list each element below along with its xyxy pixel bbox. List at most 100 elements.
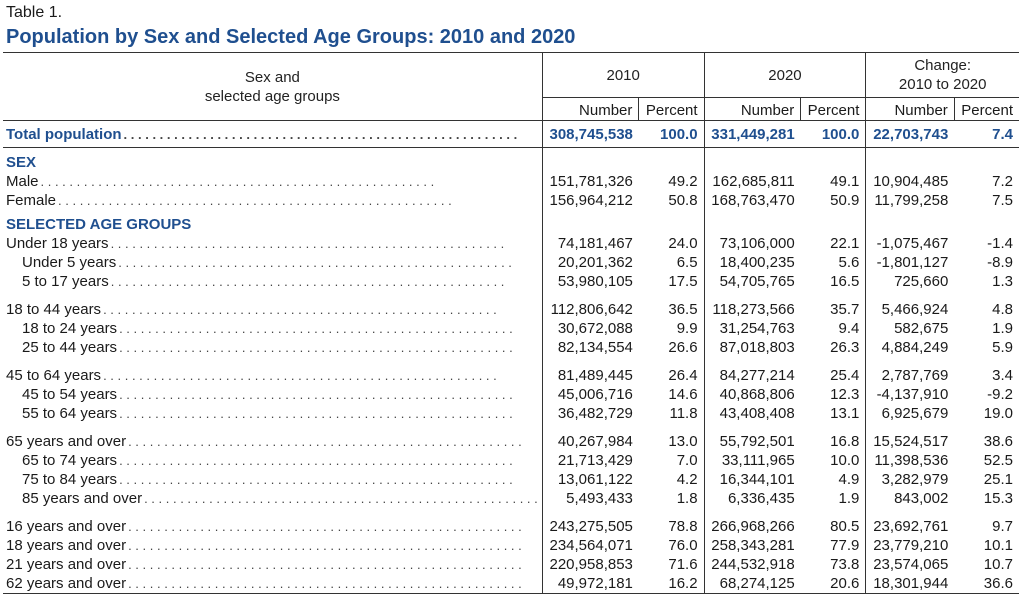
cell-number-change: 23,692,761 <box>865 517 955 536</box>
cell-number-2020: 6,336,435 <box>703 489 801 508</box>
row-label: 62 years and over <box>6 575 127 592</box>
cell-number-2020: 331,449,281 <box>703 120 801 148</box>
cell-percent-2010: 9.9 <box>676 320 698 337</box>
subheader-percent-2020: Percent <box>800 97 866 121</box>
cell-percent-2020: 20.6 <box>800 574 866 594</box>
subheader-number-2010: Number <box>541 97 639 121</box>
cell-percent-2020: 26.3 <box>830 339 860 356</box>
cell-percent-2020: 16.8 <box>830 433 860 450</box>
row-label: 25 to 44 years <box>22 339 118 356</box>
cell-number-2010: 74,181,467 <box>541 234 639 253</box>
cell-percent-2010: 11.8 <box>669 405 698 422</box>
leader-dots <box>119 385 538 404</box>
table-row: 65 years and over 40,267,984 13.0 55,792… <box>3 432 1019 451</box>
cell-number-change: 582,675 <box>865 319 955 338</box>
cell-number-change: -4,137,910 <box>865 385 955 404</box>
row-label: Under 18 years <box>6 235 109 252</box>
cell-percent-change: 7.2 <box>992 173 1013 190</box>
cell-number-2010: 45,006,716 <box>541 385 639 404</box>
row-label: 45 to 64 years <box>6 367 102 384</box>
cell-percent-change: 52.5 <box>983 452 1013 469</box>
cell-number-change: 23,779,210 <box>865 536 955 555</box>
section-heading-age: SELECTED AGE GROUPS <box>6 216 192 233</box>
cell-percent-2020: 100.0 <box>800 120 866 148</box>
cell-number-2010: 20,201,362 <box>541 253 639 272</box>
cell-number-change: 18,301,944 <box>865 574 955 594</box>
cell-percent-2020: 4.9 <box>838 471 860 488</box>
cell-number-2010: 81,489,445 <box>541 366 639 385</box>
cell-percent-2020: 35.7 <box>830 301 860 318</box>
cell-percent-2020: 10.0 <box>830 452 860 469</box>
cell-number-2020: 40,868,806 <box>703 385 801 404</box>
cell-percent-2020: 16.5 <box>830 273 860 290</box>
cell-percent-change: 7.4 <box>954 120 1019 148</box>
cell-number-change: 843,002 <box>865 489 955 508</box>
section-row-age: SELECTED AGE GROUPS <box>3 210 1019 234</box>
cell-number-change: -1,801,127 <box>865 253 955 272</box>
leader-dots <box>118 253 538 272</box>
table-row: 45 to 64 years 81,489,445 26.4 84,277,21… <box>3 366 1019 385</box>
leader-dots <box>111 234 538 253</box>
cell-percent-2010: 76.0 <box>668 537 698 554</box>
leader-dots <box>111 272 538 291</box>
leader-dots <box>128 536 538 555</box>
cell-number-2020: 266,968,266 <box>703 517 801 536</box>
col-header-2010: 2010 <box>541 52 705 98</box>
cell-number-2010: 13,061,122 <box>541 470 639 489</box>
table-row: 55 to 64 years 36,482,729 11.8 43,408,40… <box>3 404 1019 423</box>
leader-dots <box>119 451 538 470</box>
cell-number-2010: 156,964,212 <box>541 191 639 210</box>
cell-percent-2010: 36.5 <box>668 301 698 318</box>
row-label: 85 years and over <box>22 490 143 507</box>
row-label: 45 to 54 years <box>22 386 118 403</box>
cell-percent-change: 4.8 <box>992 301 1013 318</box>
leader-dots <box>119 404 538 423</box>
leader-dots <box>58 191 538 210</box>
col-header-change: Change: 2010 to 2020 <box>865 52 1019 98</box>
cell-number-2010: 53,980,105 <box>541 272 639 291</box>
cell-number-change: 725,660 <box>865 272 955 291</box>
row-label: Total population <box>6 125 122 143</box>
cell-number-2020: 31,254,763 <box>703 319 801 338</box>
row-label: 55 to 64 years <box>22 405 118 422</box>
cell-number-2010: 243,275,505 <box>541 517 639 536</box>
cell-number-2010: 234,564,071 <box>541 536 639 555</box>
table-row: 18 to 24 years 30,672,088 9.9 31,254,763… <box>3 319 1019 338</box>
cell-percent-change: -1.4 <box>987 235 1013 252</box>
table-row: 18 years and over 234,564,071 76.0 258,3… <box>3 536 1019 555</box>
cell-number-2020: 118,273,566 <box>703 300 801 319</box>
cell-number-2010: 82,134,554 <box>541 338 639 357</box>
cell-number-2010: 308,745,538 <box>541 120 639 148</box>
cell-percent-2010: 26.6 <box>668 339 698 356</box>
table-row: 85 years and over 5,493,433 1.8 6,336,43… <box>3 489 1019 508</box>
cell-percent-change: 15.3 <box>983 490 1013 507</box>
cell-number-2010: 36,482,729 <box>541 404 639 423</box>
cell-percent-change: 9.7 <box>992 518 1013 535</box>
cell-percent-change: 25.1 <box>983 471 1013 488</box>
leader-dots <box>128 574 538 593</box>
table-row: 45 to 54 years 45,006,716 14.6 40,868,80… <box>3 385 1019 404</box>
cell-percent-2010: 1.8 <box>676 490 698 507</box>
cell-number-2010: 21,713,429 <box>541 451 639 470</box>
cell-number-2010: 220,958,853 <box>541 555 639 574</box>
leader-dots <box>124 125 538 144</box>
table-row-total: Total population 308,745,538 100.0 331,4… <box>3 120 1019 148</box>
cell-percent-2020: 49.1 <box>830 173 860 190</box>
table-row: 21 years and over 220,958,853 71.6 244,5… <box>3 555 1019 574</box>
leader-dots <box>128 517 538 536</box>
cell-percent-2020: 22.1 <box>830 235 860 252</box>
cell-percent-2010: 26.4 <box>668 367 698 384</box>
cell-number-2020: 43,408,408 <box>703 404 801 423</box>
table-row: 62 years and over 49,972,181 16.2 68,274… <box>3 574 1019 594</box>
cell-percent-2020: 80.5 <box>830 518 860 535</box>
cell-number-2020: 54,705,765 <box>703 272 801 291</box>
cell-number-2010: 49,972,181 <box>541 574 639 594</box>
row-label: Male <box>6 173 39 190</box>
row-label: 5 to 17 years <box>22 273 109 290</box>
cell-percent-2010: 4.2 <box>676 471 698 488</box>
leader-dots <box>41 172 538 191</box>
section-row-sex: SEX <box>3 147 1019 172</box>
cell-percent-2010: 6.5 <box>676 254 698 271</box>
cell-percent-change: 7.5 <box>992 192 1013 209</box>
cell-percent-change: 38.6 <box>983 433 1013 450</box>
